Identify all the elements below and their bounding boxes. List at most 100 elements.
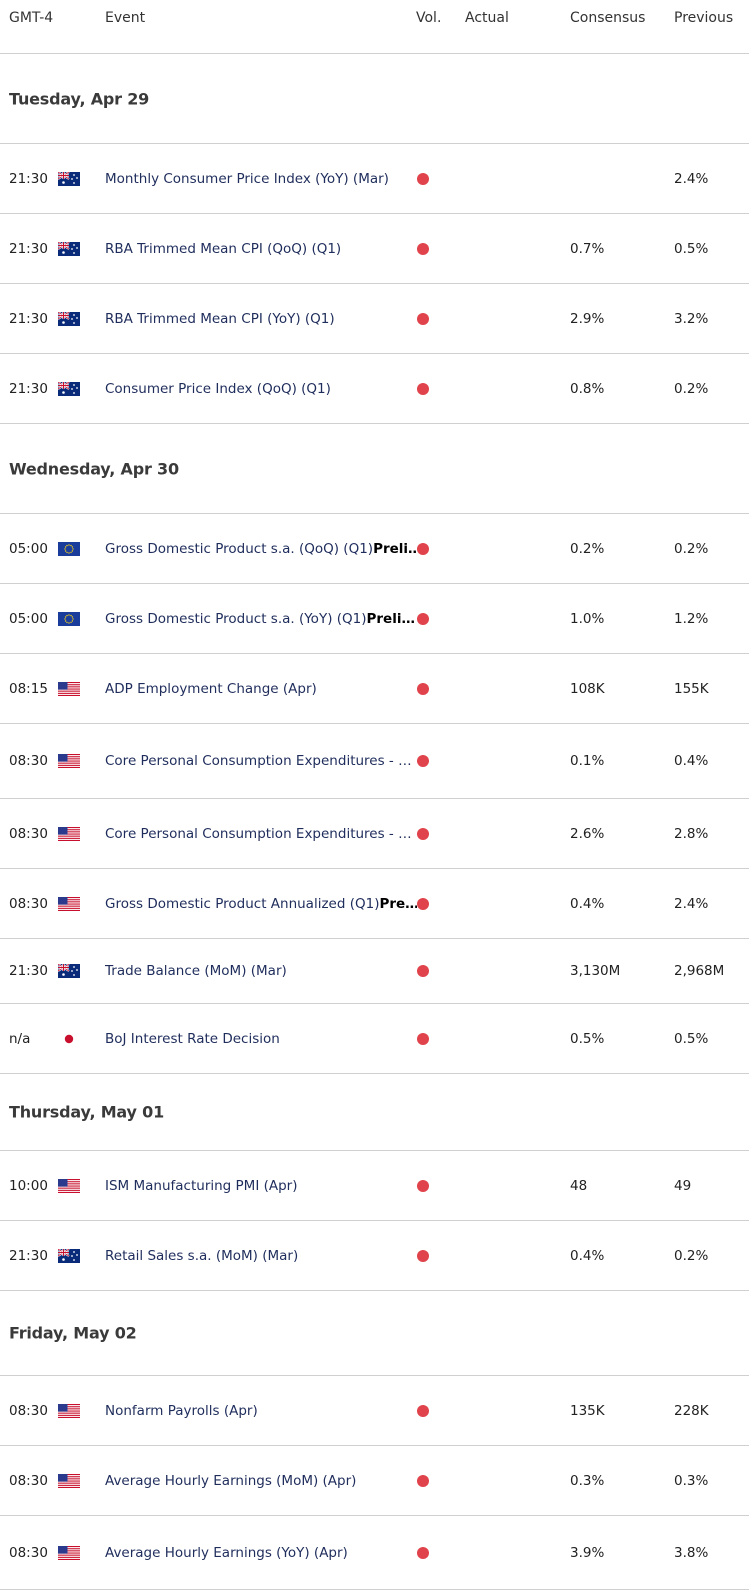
consensus: 48	[570, 1177, 588, 1194]
col-vol: Vol.	[416, 10, 442, 26]
volatility-dot	[417, 1032, 429, 1045]
previous: 0.5%	[674, 240, 709, 257]
event-note: Preli…	[366, 610, 415, 627]
day-header: Wednesday, Apr 30	[0, 424, 749, 514]
event-time: n/a	[9, 1030, 31, 1047]
event-row: 08:30 Gross Domestic Product Annualized (…	[0, 869, 749, 939]
event-title: RBA Trimmed Mean CPI (QoQ) (Q1)	[105, 240, 342, 257]
event-title: ADP Employment Change (Apr)	[105, 680, 317, 697]
previous: 0.2%	[674, 380, 709, 397]
event-row: 05:00 Gross Domestic Product s.a. (QoQ) (…	[0, 514, 749, 584]
event-name: Consumer Price Index (QoQ) (Q1)	[105, 381, 417, 397]
consensus: 108K	[570, 680, 605, 697]
previous: 0.5%	[674, 1030, 709, 1047]
previous: 155K	[674, 680, 709, 697]
country-flag	[58, 896, 80, 911]
day-label: Tuesday, Apr 29	[9, 89, 150, 108]
col-event: Event	[105, 10, 146, 26]
event-title: BoJ Interest Rate Decision	[105, 1030, 280, 1047]
day-header: Friday, May 02	[0, 1291, 749, 1376]
country-flag	[58, 1248, 80, 1263]
volatility-dot	[417, 1179, 429, 1192]
country-flag	[58, 826, 80, 841]
previous: 49	[674, 1177, 692, 1194]
event-title: Consumer Price Index (QoQ) (Q1)	[105, 380, 331, 397]
country-flag	[58, 964, 80, 978]
event-title: RBA Trimmed Mean CPI (YoY) (Q1)	[105, 310, 335, 327]
event-title: Gross Domestic Product Annualized (Q1)	[105, 895, 380, 912]
event-row: 08:30 Core Personal Consumption Expenditu…	[0, 724, 749, 799]
country-flag	[58, 1178, 80, 1193]
event-name: Gross Domestic Product s.a. (YoY) (Q1)Pr…	[105, 611, 417, 627]
header-row: GMT-4 Event Vol. Actual Consensus Previo…	[0, 0, 749, 54]
col-actual: Actual	[465, 10, 509, 26]
day-label: Thursday, May 01	[9, 1102, 164, 1122]
previous: 2,968M	[674, 963, 725, 979]
country-flag	[58, 1031, 80, 1046]
previous: 0.2%	[674, 540, 709, 557]
event-title: ISM Manufacturing PMI (Apr)	[105, 1177, 298, 1194]
previous: 2.4%	[674, 170, 709, 187]
volatility-dot	[417, 612, 429, 625]
consensus: 3.9%	[570, 1544, 605, 1561]
day-header: Tuesday, Apr 29	[0, 54, 749, 144]
previous: 1.2%	[674, 610, 709, 627]
consensus: 0.5%	[570, 1030, 605, 1047]
event-name: RBA Trimmed Mean CPI (YoY) (Q1)	[105, 311, 417, 327]
event-time: 08:30	[9, 895, 48, 912]
event-row: 10:00 ISM Manufacturing PMI (Apr) 48 49	[0, 1151, 749, 1221]
previous: 0.3%	[674, 1472, 709, 1489]
consensus: 3,130M	[570, 963, 621, 979]
event-title: Trade Balance (MoM) (Mar)	[105, 963, 287, 979]
country-flag	[58, 1473, 80, 1488]
day-label: Friday, May 02	[9, 1323, 137, 1343]
volatility-dot	[417, 172, 429, 185]
event-name: Trade Balance (MoM) (Mar)	[105, 963, 417, 979]
country-flag	[58, 1545, 80, 1560]
event-time: 21:30	[9, 310, 48, 327]
event-name: Gross Domestic Product s.a. (QoQ) (Q1)Pr…	[105, 541, 417, 557]
event-time: 21:30	[9, 240, 48, 257]
event-row: 08:30 Average Hourly Earnings (YoY) (Apr)…	[0, 1516, 749, 1590]
country-flag	[58, 241, 80, 256]
event-name: BoJ Interest Rate Decision	[105, 1031, 417, 1047]
event-name: Core Personal Consumption Expenditures -…	[105, 826, 417, 842]
volatility-dot	[417, 382, 429, 395]
event-title: Retail Sales s.a. (MoM) (Mar)	[105, 1247, 299, 1264]
event-row: n/a BoJ Interest Rate Decision 0.5% 0.5%	[0, 1004, 749, 1074]
consensus: 0.1%	[570, 753, 605, 769]
consensus: 0.2%	[570, 540, 605, 557]
previous: 0.4%	[674, 753, 709, 769]
calendar-body: Tuesday, Apr 29 21:30 Monthly Consumer Pri…	[0, 54, 749, 1590]
country-flag	[58, 754, 80, 768]
event-row: 08:30 Core Personal Consumption Expenditu…	[0, 799, 749, 869]
event-note: Preli…	[373, 540, 417, 557]
event-title: Core Personal Consumption Expenditures -…	[105, 753, 412, 769]
day-header: Thursday, May 01	[0, 1074, 749, 1151]
volatility-dot	[417, 1249, 429, 1262]
country-flag	[58, 171, 80, 186]
event-title: Monthly Consumer Price Index (YoY) (Mar)	[105, 170, 389, 187]
previous: 2.8%	[674, 825, 709, 842]
event-row: 08:30 Nonfarm Payrolls (Apr) 135K 228K	[0, 1376, 749, 1446]
event-title: Core Personal Consumption Expenditures -…	[105, 825, 412, 842]
consensus: 0.8%	[570, 380, 605, 397]
event-title: Nonfarm Payrolls (Apr)	[105, 1402, 258, 1419]
event-row: 08:30 Average Hourly Earnings (MoM) (Apr)…	[0, 1446, 749, 1516]
event-time: 08:30	[9, 753, 48, 769]
consensus: 2.6%	[570, 825, 605, 842]
event-row: 21:30 RBA Trimmed Mean CPI (QoQ) (Q1) 0.7%…	[0, 214, 749, 284]
event-name: Core Personal Consumption Expenditures -…	[105, 753, 417, 769]
event-row: 08:15 ADP Employment Change (Apr) 108K 155K	[0, 654, 749, 724]
event-time: 08:30	[9, 825, 48, 842]
event-note: Pre…	[379, 895, 417, 912]
volatility-dot	[417, 965, 429, 977]
event-row: 21:30 Retail Sales s.a. (MoM) (Mar) 0.4% 0.…	[0, 1221, 749, 1291]
country-flag	[58, 311, 80, 326]
country-flag	[58, 611, 80, 626]
event-name: Nonfarm Payrolls (Apr)	[105, 1403, 417, 1419]
volatility-dot	[417, 542, 429, 555]
event-time: 05:00	[9, 610, 48, 627]
event-title: Gross Domestic Product s.a. (YoY) (Q1)	[105, 610, 367, 627]
volatility-dot	[417, 755, 429, 767]
